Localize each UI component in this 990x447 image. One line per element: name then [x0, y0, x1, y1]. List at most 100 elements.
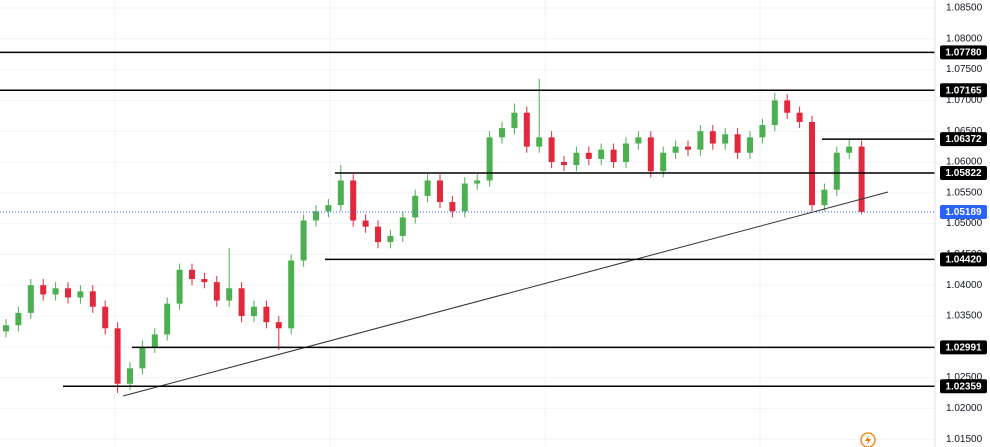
- candle-body: [461, 183, 468, 212]
- y-tick-label: 1.01500: [946, 434, 983, 445]
- candles: [3, 78, 865, 393]
- candle-body: [697, 131, 704, 150]
- candle-body: [561, 161, 567, 166]
- candle-body: [189, 269, 195, 280]
- candle-body: [809, 121, 815, 206]
- candle-body: [623, 143, 629, 162]
- candle-body: [3, 325, 9, 332]
- y-tick-label: 1.06000: [946, 157, 983, 168]
- candle-body: [610, 149, 617, 162]
- candle-body: [523, 112, 530, 147]
- candle-body: [40, 285, 47, 295]
- candle-body: [164, 303, 171, 335]
- level-label: 1.05822: [945, 168, 982, 179]
- candle-body: [511, 112, 518, 129]
- candle-body: [89, 291, 96, 307]
- y-tick-label: 1.08000: [946, 33, 983, 44]
- candle-body: [536, 137, 543, 147]
- candle-body: [114, 328, 121, 384]
- level-label-bg: [940, 45, 987, 60]
- y-tick-label: 1.02000: [946, 403, 983, 414]
- level-label-bg: [940, 165, 987, 180]
- level-label-bg: [940, 83, 987, 98]
- y-tick-label: 1.07000: [946, 95, 983, 106]
- y-tick-label: 1.05500: [946, 187, 983, 198]
- candle-body: [362, 220, 369, 227]
- candle-body: [722, 134, 729, 144]
- y-tick-label: 1.02500: [946, 372, 983, 383]
- candle-body: [449, 202, 456, 212]
- candle-body: [213, 282, 220, 301]
- candle-body: [263, 306, 270, 323]
- candle-body: [151, 334, 158, 347]
- y-tick-label: 1.08500: [946, 3, 983, 14]
- y-tick-label: 1.05000: [946, 218, 983, 229]
- candle-body: [325, 205, 332, 212]
- candle-body: [238, 288, 245, 316]
- level-label: 1.06372: [945, 134, 982, 145]
- level-label-bg: [940, 252, 987, 267]
- level-label: 1.04420: [945, 254, 982, 265]
- candle-body: [685, 146, 691, 150]
- candle-body: [858, 146, 865, 212]
- candle-body: [15, 312, 22, 326]
- candle-body: [846, 146, 853, 153]
- candle-body: [251, 306, 257, 316]
- candle-body: [784, 100, 791, 113]
- candle-body: [486, 137, 493, 181]
- candle-body: [102, 306, 109, 329]
- candle-body: [821, 189, 828, 206]
- candle-body: [499, 128, 505, 138]
- candle-body: [734, 134, 741, 153]
- candle-body: [387, 235, 394, 243]
- current-price-bg: [940, 204, 987, 219]
- candle-body: [437, 180, 443, 203]
- icon-circle: [860, 432, 876, 447]
- candle-body: [201, 279, 208, 283]
- price-axis: 1.08500 1.08000 1.07500 1.07000 1.06500 1.060…: [940, 3, 987, 445]
- candle-body: [635, 137, 642, 144]
- candle-body: [176, 269, 183, 304]
- candle-body: [52, 288, 59, 295]
- candle-body: [647, 137, 654, 172]
- candle-body: [77, 291, 84, 298]
- candle-body: [833, 152, 840, 190]
- level-label-bg: [940, 132, 987, 147]
- level-label: 1.07780: [945, 47, 982, 58]
- trendline: [122, 191, 889, 397]
- candle-body: [399, 217, 406, 236]
- candle-body: [548, 137, 555, 162]
- candle-body: [375, 226, 381, 243]
- candle-body: [660, 152, 667, 172]
- candle-body: [585, 152, 592, 159]
- candle-body: [598, 149, 605, 159]
- candle-body: [709, 131, 716, 144]
- candle-body: [27, 285, 34, 313]
- candle-body: [759, 125, 766, 138]
- candle-body: [288, 260, 295, 329]
- level-label-bg: [940, 340, 987, 355]
- level-label: 1.02359: [945, 381, 982, 392]
- level-label: 1.02991: [945, 342, 982, 353]
- y-tick-label: 1.03500: [946, 311, 983, 322]
- candle-body: [424, 180, 431, 196]
- candle-body: [65, 288, 71, 298]
- candle-body: [796, 112, 803, 122]
- current-price-label: 1.05189: [945, 207, 982, 218]
- candle-body: [313, 211, 319, 221]
- level-label-bg: [940, 379, 987, 394]
- candle-body: [747, 137, 753, 153]
- level-label: 1.07165: [945, 85, 982, 96]
- candle-body: [139, 346, 146, 369]
- candle-body: [412, 195, 419, 218]
- candle-body: [771, 100, 778, 126]
- candle-body: [226, 288, 233, 301]
- candle-body: [672, 146, 679, 153]
- candle-body: [275, 322, 282, 329]
- y-tick-label: 1.07500: [946, 64, 983, 75]
- candle-body: [573, 152, 580, 166]
- levels: [0, 51, 935, 388]
- lightning-icon: [860, 432, 876, 447]
- candle-body: [474, 180, 481, 184]
